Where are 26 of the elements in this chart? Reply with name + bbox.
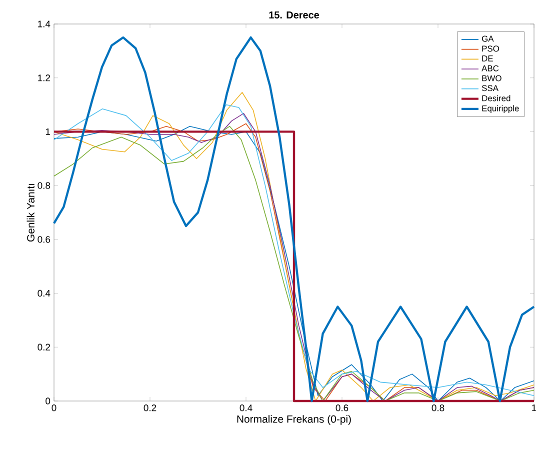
legend-label: SSA <box>482 85 498 92</box>
line-series <box>52 36 536 402</box>
x-tick-label: 0 <box>52 404 56 412</box>
y-tick-label: 1.4 <box>38 20 50 28</box>
y-tick-label: 0.6 <box>38 236 50 243</box>
y-tick-label: 1 <box>46 128 50 135</box>
x-tick-label: 0.8 <box>432 404 444 412</box>
x-tick-label: 0.4 <box>240 404 252 412</box>
chart-title: 15. Derece <box>269 12 320 18</box>
y-tick-label: 0.2 <box>38 344 50 350</box>
y-axis-title: Genlik Yanıtı <box>26 184 34 242</box>
legend-label: ABC <box>482 65 499 72</box>
y-tick-label: 0.8 <box>38 182 50 189</box>
x-axis-title: Normalize Frekans (0-pi) <box>237 415 351 425</box>
x-tick-label: 0.2 <box>144 404 156 412</box>
legend-label: BWO <box>482 75 502 82</box>
legend-label: GA <box>482 36 494 42</box>
legend-label: PSO <box>482 46 500 52</box>
y-tick-label: 0 <box>46 398 50 404</box>
legend-label: Equiripple <box>482 105 519 114</box>
x-tick-label: 1 <box>532 404 536 412</box>
legend-label: DE <box>482 56 493 62</box>
x-tick-label: 0.6 <box>336 404 348 412</box>
y-tick-label: 0.4 <box>38 290 50 297</box>
legend-label: Desired <box>482 95 510 102</box>
y-tick-label: 1.2 <box>38 74 50 82</box>
